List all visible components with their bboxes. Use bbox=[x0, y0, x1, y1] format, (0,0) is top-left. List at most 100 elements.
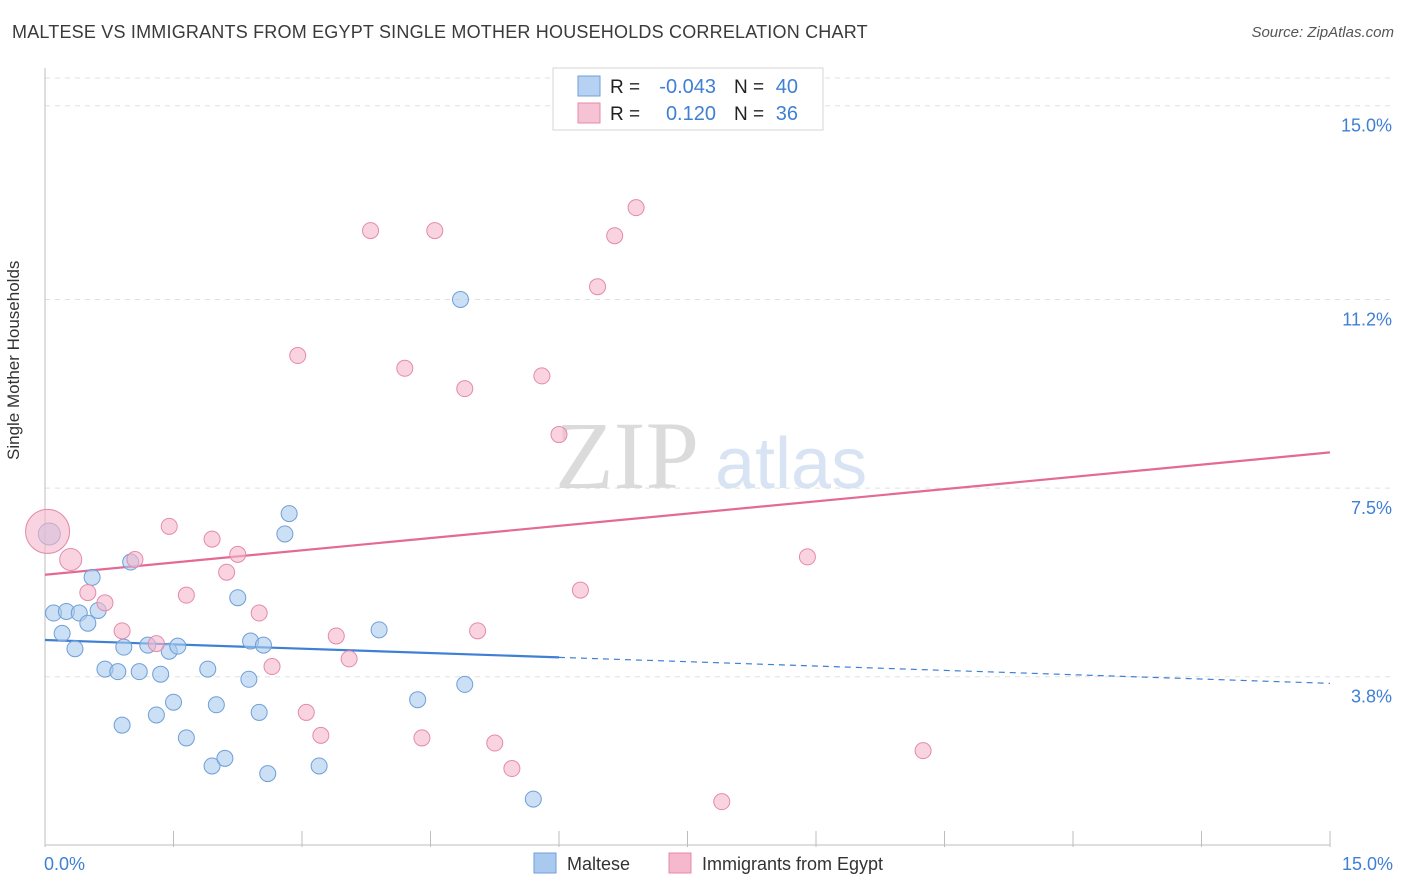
maltese-point bbox=[79, 614, 97, 632]
egypt-point bbox=[289, 347, 307, 365]
egypt-point bbox=[263, 658, 281, 676]
egypt-point bbox=[533, 367, 551, 385]
axes bbox=[44, 68, 1331, 847]
egypt-point bbox=[126, 550, 144, 568]
watermark-zip: ZIP bbox=[555, 402, 699, 509]
legend-n-label-1: N = bbox=[734, 77, 764, 98]
egypt-point bbox=[79, 584, 97, 602]
maltese-point bbox=[280, 505, 298, 523]
egypt-point bbox=[713, 793, 731, 811]
egypt-point bbox=[571, 581, 589, 599]
maltese-point bbox=[177, 729, 195, 747]
egypt-point bbox=[413, 729, 431, 747]
egypt-point bbox=[456, 380, 474, 398]
egypt-point bbox=[312, 726, 330, 744]
egypt-point bbox=[503, 760, 521, 778]
legend-n-value-1: 40 bbox=[776, 76, 798, 98]
maltese-point bbox=[66, 640, 84, 658]
gridlines bbox=[45, 77, 1395, 678]
maltese-point bbox=[276, 525, 294, 543]
egypt-point bbox=[25, 508, 71, 554]
series-legend-label-egypt: Immigrants from Egypt bbox=[702, 854, 883, 874]
series-legend-label-maltese: Maltese bbox=[567, 854, 630, 874]
maltese-point bbox=[254, 636, 272, 654]
maltese-point bbox=[53, 624, 71, 642]
maltese-point bbox=[259, 765, 277, 783]
y-tick-label: 11.2% bbox=[1342, 309, 1392, 329]
legend-r-label-1: R = bbox=[610, 77, 640, 98]
egypt-point bbox=[396, 359, 414, 377]
egypt-point bbox=[297, 703, 315, 721]
egypt-point bbox=[59, 547, 83, 571]
maltese-point bbox=[240, 670, 258, 688]
egypt-point bbox=[550, 426, 568, 444]
maltese-point bbox=[115, 638, 133, 656]
egypt-point bbox=[147, 635, 165, 653]
series-legend-swatch-egypt bbox=[668, 852, 692, 874]
egypt-point bbox=[327, 627, 345, 645]
maltese-point bbox=[165, 693, 182, 711]
maltese-point bbox=[250, 703, 268, 721]
maltese-point bbox=[310, 757, 328, 775]
maltese-point bbox=[169, 637, 187, 655]
source-label: Source: ZipAtlas.com bbox=[1251, 24, 1394, 41]
maltese-point bbox=[451, 290, 469, 308]
x-tick-label-max: 15.0% bbox=[1342, 854, 1393, 874]
egypt-point bbox=[798, 548, 816, 566]
egypt-point bbox=[113, 622, 131, 640]
tick-labels: 3.8% 7.5% 11.2% 15.0% 0.0% 15.0% bbox=[44, 116, 1393, 874]
correlation-legend: R = -0.043 N = 40 R = 0.120 N = 36 bbox=[552, 67, 824, 131]
maltese-point bbox=[130, 663, 148, 681]
legend-n-value-2: 36 bbox=[776, 103, 798, 125]
maltese-point bbox=[203, 757, 221, 775]
egypt-point bbox=[914, 742, 932, 760]
maltese-point bbox=[456, 675, 474, 693]
egypt-point bbox=[229, 545, 247, 563]
egypt-point bbox=[96, 594, 114, 612]
series-legend-swatch-maltese bbox=[533, 852, 557, 874]
watermark: ZIP atlas bbox=[555, 402, 867, 509]
maltese-point bbox=[152, 665, 170, 683]
maltese-trend-line-dashed bbox=[558, 656, 1331, 684]
egypt-point bbox=[340, 650, 358, 668]
legend-r-value-2: 0.120 bbox=[666, 103, 716, 125]
egypt-point bbox=[426, 222, 444, 240]
legend-r-label-2: R = bbox=[610, 104, 640, 125]
egypt-trend-line bbox=[44, 451, 1331, 576]
maltese-point bbox=[207, 696, 225, 714]
legend-r-value-1: -0.043 bbox=[659, 76, 716, 98]
chart-title: MALTESE VS IMMIGRANTS FROM EGYPT SINGLE … bbox=[12, 22, 868, 42]
egypt-point bbox=[469, 622, 487, 640]
maltese-point bbox=[524, 790, 542, 808]
maltese-point bbox=[229, 589, 247, 607]
maltese-point bbox=[199, 660, 217, 678]
watermark-atlas: atlas bbox=[715, 424, 867, 504]
egypt-point bbox=[486, 734, 504, 752]
maltese-point bbox=[113, 716, 131, 734]
maltese-point bbox=[109, 663, 127, 681]
y-tick-label: 3.8% bbox=[1351, 687, 1392, 707]
egypt-point bbox=[606, 227, 624, 245]
y-tick-label: 15.0% bbox=[1341, 116, 1392, 136]
egypt-point bbox=[589, 278, 607, 296]
maltese-point bbox=[83, 568, 101, 586]
egypt-point bbox=[203, 530, 221, 548]
egypt-point bbox=[218, 563, 236, 581]
egypt-point bbox=[250, 604, 268, 622]
maltese-point bbox=[409, 691, 427, 709]
data-points bbox=[25, 199, 932, 811]
legend-swatch-maltese bbox=[577, 75, 601, 97]
egypt-point bbox=[160, 517, 178, 535]
legend-swatch-egypt bbox=[577, 102, 601, 124]
maltese-point bbox=[370, 621, 388, 639]
legend-n-label-2: N = bbox=[734, 104, 764, 125]
egypt-point bbox=[362, 222, 380, 240]
maltese-point bbox=[147, 706, 165, 724]
maltese-point bbox=[216, 749, 234, 767]
series-legend: Maltese Immigrants from Egypt bbox=[533, 852, 883, 874]
x-tick-label-min: 0.0% bbox=[44, 854, 85, 874]
egypt-point bbox=[627, 199, 645, 217]
y-tick-label: 7.5% bbox=[1351, 498, 1392, 518]
egypt-point bbox=[177, 586, 195, 604]
